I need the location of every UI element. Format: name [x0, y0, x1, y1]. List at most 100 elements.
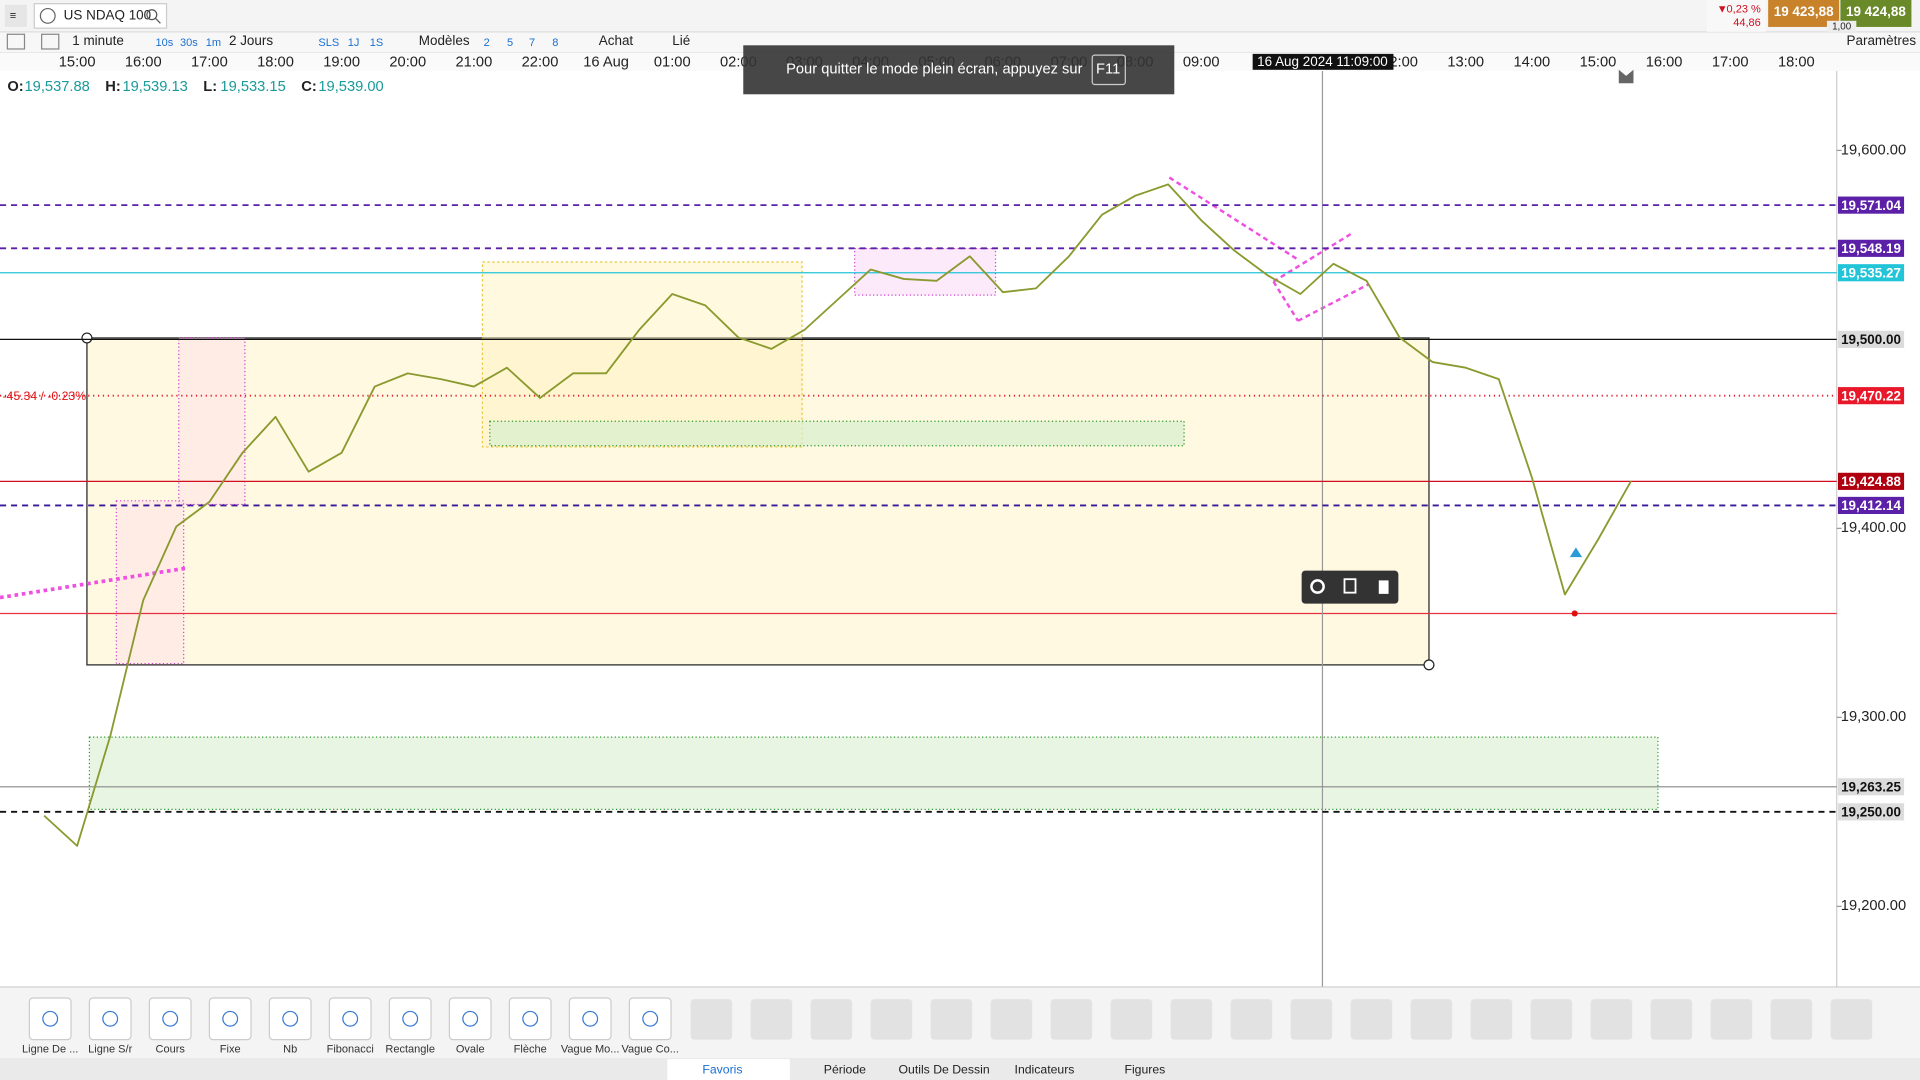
tool-button[interactable]: [148, 997, 192, 1041]
change-points: 44,86: [1733, 17, 1761, 29]
x-tick-label: 22:00: [522, 54, 559, 70]
x-tick-label: 16:00: [1646, 54, 1683, 70]
empty-slot: [1710, 999, 1753, 1040]
settings-icon[interactable]: [1310, 579, 1325, 594]
delete-icon[interactable]: [1378, 580, 1389, 594]
range[interactable]: 2 Jours: [229, 33, 273, 48]
price-level-label: 19,470.22: [1841, 388, 1901, 403]
rectangle-drawing: [854, 247, 997, 296]
tab[interactable]: Favoris: [702, 1062, 742, 1076]
empty-slot: [690, 999, 733, 1040]
empty-slot: [1530, 999, 1573, 1040]
price-level-label: 19,424.88: [1841, 474, 1901, 489]
quick-interval[interactable]: 10s: [156, 37, 174, 49]
rectangle-drawing: [481, 261, 803, 448]
x-tick-label: 01:00: [654, 54, 691, 70]
layout[interactable]: 7: [529, 37, 535, 49]
empty-slot: [1290, 999, 1333, 1040]
tool-button[interactable]: [328, 997, 372, 1041]
pattern-drawing: [1168, 176, 1370, 322]
empty-slot: [1470, 999, 1513, 1040]
series: [43, 183, 1632, 847]
x-tick-label: 13:00: [1447, 54, 1484, 70]
price-level-tag: [1837, 387, 1905, 405]
rectangle-drawing: [178, 337, 246, 506]
link[interactable]: Lié: [672, 33, 690, 48]
price-level-tag: [1837, 778, 1905, 796]
tool-icon: [42, 1010, 59, 1027]
layout[interactable]: 5: [507, 37, 513, 49]
rectangle-drawing: [115, 500, 185, 665]
templates[interactable]: Modèles: [419, 33, 470, 48]
tool-icon: [582, 1010, 599, 1027]
price-line: [43, 183, 1632, 847]
ohlc-value: 19,537.88: [24, 79, 89, 95]
x-tick-label: 15:00: [1580, 54, 1617, 70]
price-level-label: 19,500.00: [1841, 332, 1901, 347]
tool-button[interactable]: [28, 997, 72, 1041]
tool-button[interactable]: [568, 997, 612, 1041]
layout[interactable]: 8: [552, 37, 558, 49]
empty-slot: [930, 999, 973, 1040]
copy-icon[interactable]: [1343, 578, 1357, 594]
spread: 1,00: [1832, 22, 1852, 33]
tools: Ligne De ... Ligne S/r Cours Fixe Nb Fibonacc…: [22, 997, 1873, 1055]
empty-slot: [1830, 999, 1873, 1040]
empty-slot: [750, 999, 793, 1040]
empty-slot: [1170, 999, 1213, 1040]
interval: 1 minute: [72, 33, 124, 48]
fullscreen-text: Pour quitter le mode plein écran, appuye…: [786, 62, 1082, 78]
settings[interactable]: Paramètres: [1847, 33, 1917, 48]
buy[interactable]: Achat: [599, 33, 634, 48]
top-bar: [0, 0, 1920, 32]
empty-slot: [1410, 999, 1453, 1040]
price-level-label: 19,548.19: [1841, 241, 1901, 256]
tool-label: Vague Mo...: [561, 1043, 620, 1055]
tool-button[interactable]: [388, 997, 432, 1041]
tool-icon: [102, 1010, 119, 1027]
range-button[interactable]: 1J: [348, 37, 360, 49]
tab[interactable]: Outils De Dessin: [899, 1062, 990, 1076]
range-button[interactable]: 1S: [370, 37, 383, 49]
y-tick-label: 19,200.00: [1841, 898, 1906, 914]
tool-button[interactable]: [268, 997, 312, 1041]
rectangle-drawing: [88, 736, 1659, 810]
change-box: [1706, 0, 1766, 32]
instrument-box[interactable]: [33, 3, 168, 29]
tabs: Favoris Période Outils De Dessin Indicateur…: [667, 1059, 1165, 1080]
tool-button[interactable]: [208, 997, 252, 1041]
levels: 19,600.00 19,400.00 19,300.00 19,200.00 19,5…: [0, 142, 1906, 914]
range-button[interactable]: SLS: [318, 37, 339, 49]
empty-slot: [1590, 999, 1633, 1040]
x-tick-label: 17:00: [1712, 54, 1749, 70]
menu-button[interactable]: [4, 4, 27, 27]
price-level-tag: [1837, 264, 1905, 282]
tool-button[interactable]: [508, 997, 552, 1041]
tool-icon: [162, 1010, 179, 1027]
menu-icon: ≡: [10, 10, 16, 22]
tool-label: Ovale: [456, 1043, 485, 1055]
price-level-label: 19,263.25: [1841, 780, 1901, 795]
tab[interactable]: Indicateurs: [1015, 1062, 1075, 1076]
tab[interactable]: Période: [824, 1062, 866, 1076]
price-level-tag: [1837, 330, 1905, 348]
tool-button[interactable]: [628, 997, 672, 1041]
tool-label: Vague Co...: [622, 1043, 679, 1055]
ohlc-key: H:: [105, 79, 121, 95]
tool-icon: [462, 1010, 479, 1027]
x-tick-label: 16:00: [125, 54, 162, 70]
tool-label: Cours: [156, 1043, 186, 1055]
x-tick-label: 18:00: [1778, 54, 1815, 70]
fullscreen-key: F11: [1096, 62, 1120, 78]
layout[interactable]: 2: [484, 37, 490, 49]
tab[interactable]: Figures: [1124, 1062, 1165, 1076]
ohlc-key: C:: [301, 79, 317, 95]
rectangle-drawing: [489, 420, 1185, 447]
quick-interval[interactable]: 1m: [206, 37, 221, 49]
tool-label: Rectangle: [385, 1043, 435, 1055]
quick-interval[interactable]: 30s: [180, 37, 198, 49]
tool-button[interactable]: [88, 997, 132, 1041]
key-box: [1091, 54, 1126, 86]
tool-icon: [522, 1010, 539, 1027]
tool-button[interactable]: [448, 997, 492, 1041]
